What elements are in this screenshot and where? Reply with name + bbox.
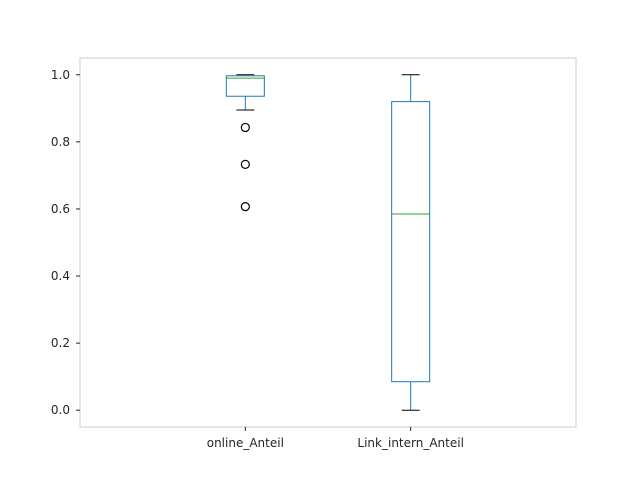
y-tick-label: 1.0 [51,68,70,82]
y-tick-label: 0.0 [51,403,70,417]
plot-frame [79,57,577,428]
y-axis: 0.0 0.2 0.4 0.6 0.8 1.0 [51,68,80,417]
y-tick-label: 0.6 [51,202,70,216]
y-tick-label: 0.8 [51,135,70,149]
y-tick-label: 0.2 [51,336,70,350]
box-online_Anteil [225,74,265,212]
x-axis: online_Anteil Link_intern_Anteil [207,427,464,450]
x-tick-label: Link_intern_Anteil [357,436,464,450]
x-tick-label: online_Anteil [207,436,284,450]
iqr-box [225,75,265,97]
outlier-point [240,122,250,133]
iqr-box [391,101,431,383]
box-Link_intern_Anteil [391,74,431,411]
outlier-point [240,159,250,169]
boxes-group [225,74,431,411]
outlier-point [240,202,250,212]
y-tick-label: 0.4 [51,269,70,283]
